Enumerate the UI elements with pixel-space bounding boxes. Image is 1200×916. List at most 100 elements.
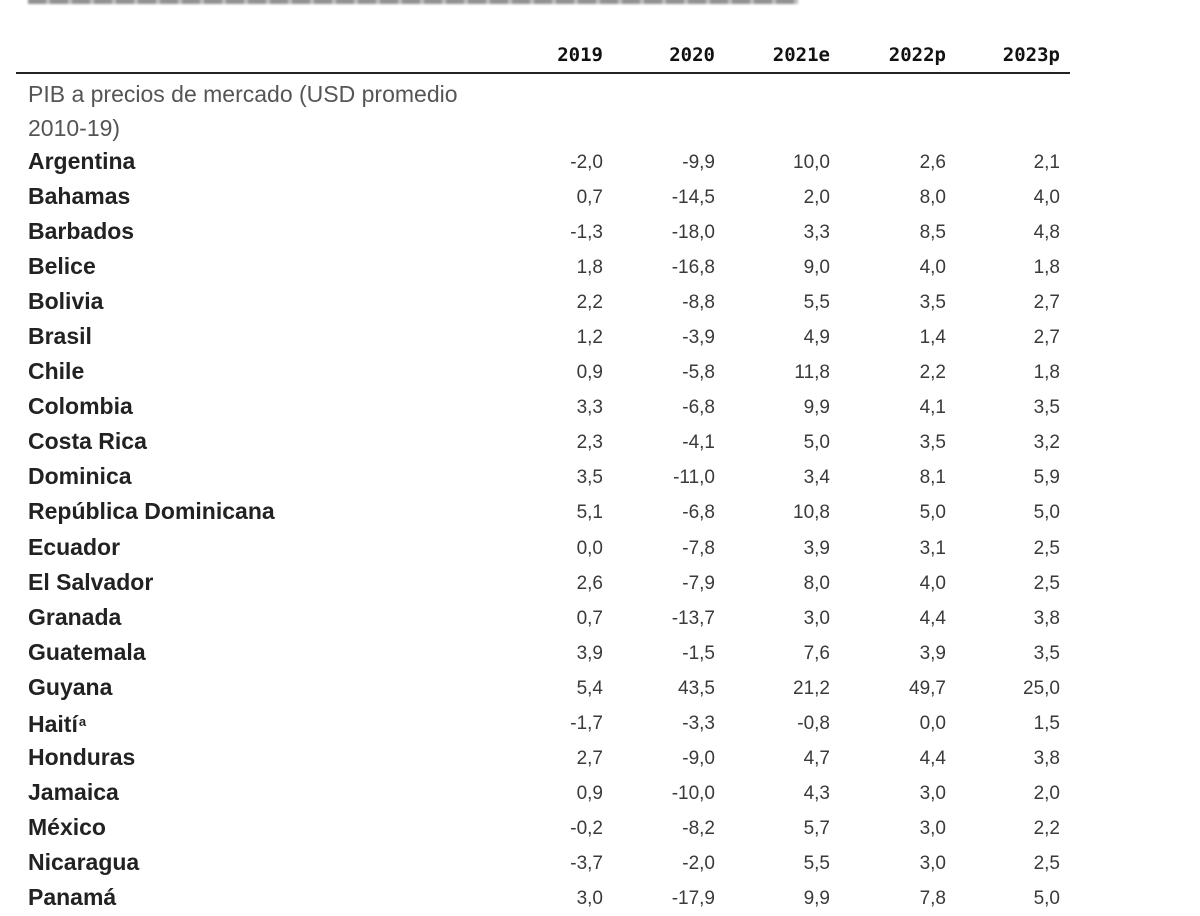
- table-row: Belice 1,8 -16,8 9,0 4,0 1,8: [16, 250, 1076, 285]
- table-row: Haitía -1,7 -3,3 -0,8 0,0 1,5: [16, 706, 1076, 741]
- table-row: Guatemala 3,9 -1,5 7,6 3,9 3,5: [16, 636, 1076, 671]
- country-label: Colombia: [28, 393, 133, 420]
- country-name: Haitía: [28, 706, 86, 740]
- country-name: Jamaica: [28, 776, 119, 808]
- value-cell-2019: -0,2: [570, 817, 603, 839]
- value-cell-2022p: 3,5: [919, 292, 946, 314]
- value-cell-2022p: 2,6: [919, 152, 946, 173]
- year-header-2023p: 2023p: [1002, 44, 1060, 66]
- country-label: Dominica: [28, 463, 132, 490]
- country-label: Jamaica: [28, 778, 119, 805]
- value-cell-2021e: 5,5: [803, 292, 830, 314]
- country-name: Colombia: [28, 390, 133, 422]
- value-cell-2019: 0,9: [576, 362, 603, 384]
- value-cell-2019: 0,7: [576, 187, 603, 209]
- country-label: Brasil: [28, 323, 92, 350]
- table-row: Bahamas 0,7 -14,5 2,0 8,0 4,0: [16, 180, 1076, 215]
- country-label: Panamá: [28, 883, 117, 910]
- value-cell-2023p: 2,5: [1033, 852, 1060, 874]
- table-row: Ecuador 0,0 -7,8 3,9 3,1 2,5: [16, 531, 1076, 566]
- value-cell-2021e: 10,0: [793, 152, 830, 173]
- country-name: Granada: [28, 601, 121, 633]
- table-row: El Salvador 2,6 -7,9 8,0 4,0 2,5: [16, 566, 1076, 601]
- country-name: Nicaragua: [28, 846, 139, 878]
- table-header-row: 2019 2020 2021e 2022p 2023p: [16, 40, 1070, 74]
- value-cell-2021e: -0,8: [797, 712, 830, 734]
- value-cell-2021e: 4,7: [803, 747, 830, 769]
- value-cell-2020: -9,9: [682, 152, 715, 173]
- value-cell-2020: -2,0: [682, 852, 715, 874]
- country-name: Bolivia: [28, 285, 103, 317]
- table-row: Honduras 2,7 -9,0 4,7 4,4 3,8: [16, 741, 1076, 776]
- table-row: Jamaica 0,9 -10,0 4,3 3,0 2,0: [16, 776, 1076, 811]
- value-cell-2019: 0,0: [576, 537, 603, 559]
- value-cell-2022p: 3,5: [919, 432, 946, 454]
- value-cell-2021e: 5,0: [803, 432, 830, 454]
- value-cell-2019: -1,7: [570, 712, 603, 734]
- value-cell-2020: -3,3: [682, 712, 715, 734]
- table-row: Nicaragua -3,7 -2,0 5,5 3,0 2,5: [16, 846, 1076, 881]
- table-row: Guyana 5,4 43,5 21,2 49,7 25,0: [16, 671, 1076, 706]
- value-cell-2020: -10,0: [671, 782, 715, 804]
- country-name: Chile: [28, 355, 84, 387]
- value-cell-2019: 5,4: [576, 677, 603, 699]
- table-row: Chile 0,9 -5,8 11,8 2,2 1,8: [16, 355, 1076, 390]
- table-row: Brasil 1,2 -3,9 4,9 1,4 2,7: [16, 320, 1076, 355]
- country-name: Guyana: [28, 671, 112, 703]
- country-label: Bahamas: [28, 183, 131, 210]
- value-cell-2023p: 1,8: [1033, 257, 1060, 279]
- value-cell-2022p: 8,5: [919, 222, 946, 244]
- table-row: Argentina -2,0 -9,9 10,0 2,6 2,1: [16, 145, 1076, 180]
- country-label: Guatemala: [28, 638, 146, 665]
- table-row: Bolivia 2,2 -8,8 5,5 3,5 2,7: [16, 285, 1076, 320]
- value-cell-2019: 3,3: [576, 397, 603, 419]
- country-name: Argentina: [28, 145, 135, 177]
- value-cell-2023p: 3,8: [1033, 747, 1060, 769]
- value-cell-2022p: 1,4: [919, 327, 946, 349]
- value-cell-2019: 3,9: [576, 642, 603, 664]
- value-cell-2022p: 8,0: [919, 187, 946, 209]
- value-cell-2019: 3,5: [576, 467, 603, 489]
- value-cell-2023p: 25,0: [1023, 677, 1060, 699]
- value-cell-2023p: 2,5: [1033, 537, 1060, 559]
- country-label: Granada: [28, 603, 122, 630]
- country-label: Costa Rica: [28, 428, 147, 455]
- country-name: Panamá: [28, 881, 116, 913]
- value-cell-2022p: 3,9: [919, 642, 946, 664]
- value-cell-2019: 2,2: [576, 292, 603, 314]
- country-label: Haití: [28, 710, 78, 737]
- value-cell-2023p: 3,5: [1033, 397, 1060, 419]
- table-row: Panamá 3,0 -17,9 9,9 7,8 5,0: [16, 881, 1076, 916]
- value-cell-2022p: 4,1: [919, 397, 946, 419]
- value-cell-2020: -4,1: [682, 432, 715, 454]
- country-label: Guyana: [28, 673, 113, 700]
- section-title: PIB a precios de mercado (USD promedio 2…: [28, 81, 458, 141]
- value-cell-2023p: 4,8: [1033, 222, 1060, 244]
- value-cell-2019: 0,9: [576, 782, 603, 804]
- value-cell-2021e: 2,0: [803, 187, 830, 209]
- country-label: Nicaragua: [28, 848, 140, 875]
- value-cell-2019: 0,7: [576, 607, 603, 629]
- value-cell-2020: -18,0: [671, 222, 715, 244]
- value-cell-2022p: 3,0: [919, 817, 946, 839]
- country-name: Ecuador: [28, 531, 120, 563]
- value-cell-2023p: 5,9: [1033, 467, 1060, 489]
- value-cell-2023p: 3,5: [1033, 642, 1060, 664]
- table-row: Granada 0,7 -13,7 3,0 4,4 3,8: [16, 601, 1076, 636]
- value-cell-2023p: 1,8: [1033, 362, 1060, 384]
- value-cell-2023p: 3,8: [1033, 607, 1060, 629]
- value-cell-2022p: 4,0: [919, 257, 946, 279]
- table-row: Costa Rica 2,3 -4,1 5,0 3,5 3,2: [16, 425, 1076, 460]
- year-header-2022p: 2022p: [888, 44, 946, 66]
- value-cell-2020: -1,5: [682, 642, 715, 664]
- country-name: Costa Rica: [28, 425, 147, 457]
- value-cell-2022p: 49,7: [909, 677, 946, 699]
- value-cell-2019: 2,3: [576, 432, 603, 454]
- value-cell-2021e: 5,7: [803, 817, 830, 839]
- value-cell-2022p: 4,4: [919, 607, 946, 629]
- value-cell-2020: -16,8: [671, 257, 715, 279]
- value-cell-2021e: 7,6: [803, 642, 830, 664]
- value-cell-2022p: 2,2: [919, 362, 946, 384]
- value-cell-2023p: 2,5: [1033, 572, 1060, 594]
- table-row: México -0,2 -8,2 5,7 3,0 2,2: [16, 811, 1076, 846]
